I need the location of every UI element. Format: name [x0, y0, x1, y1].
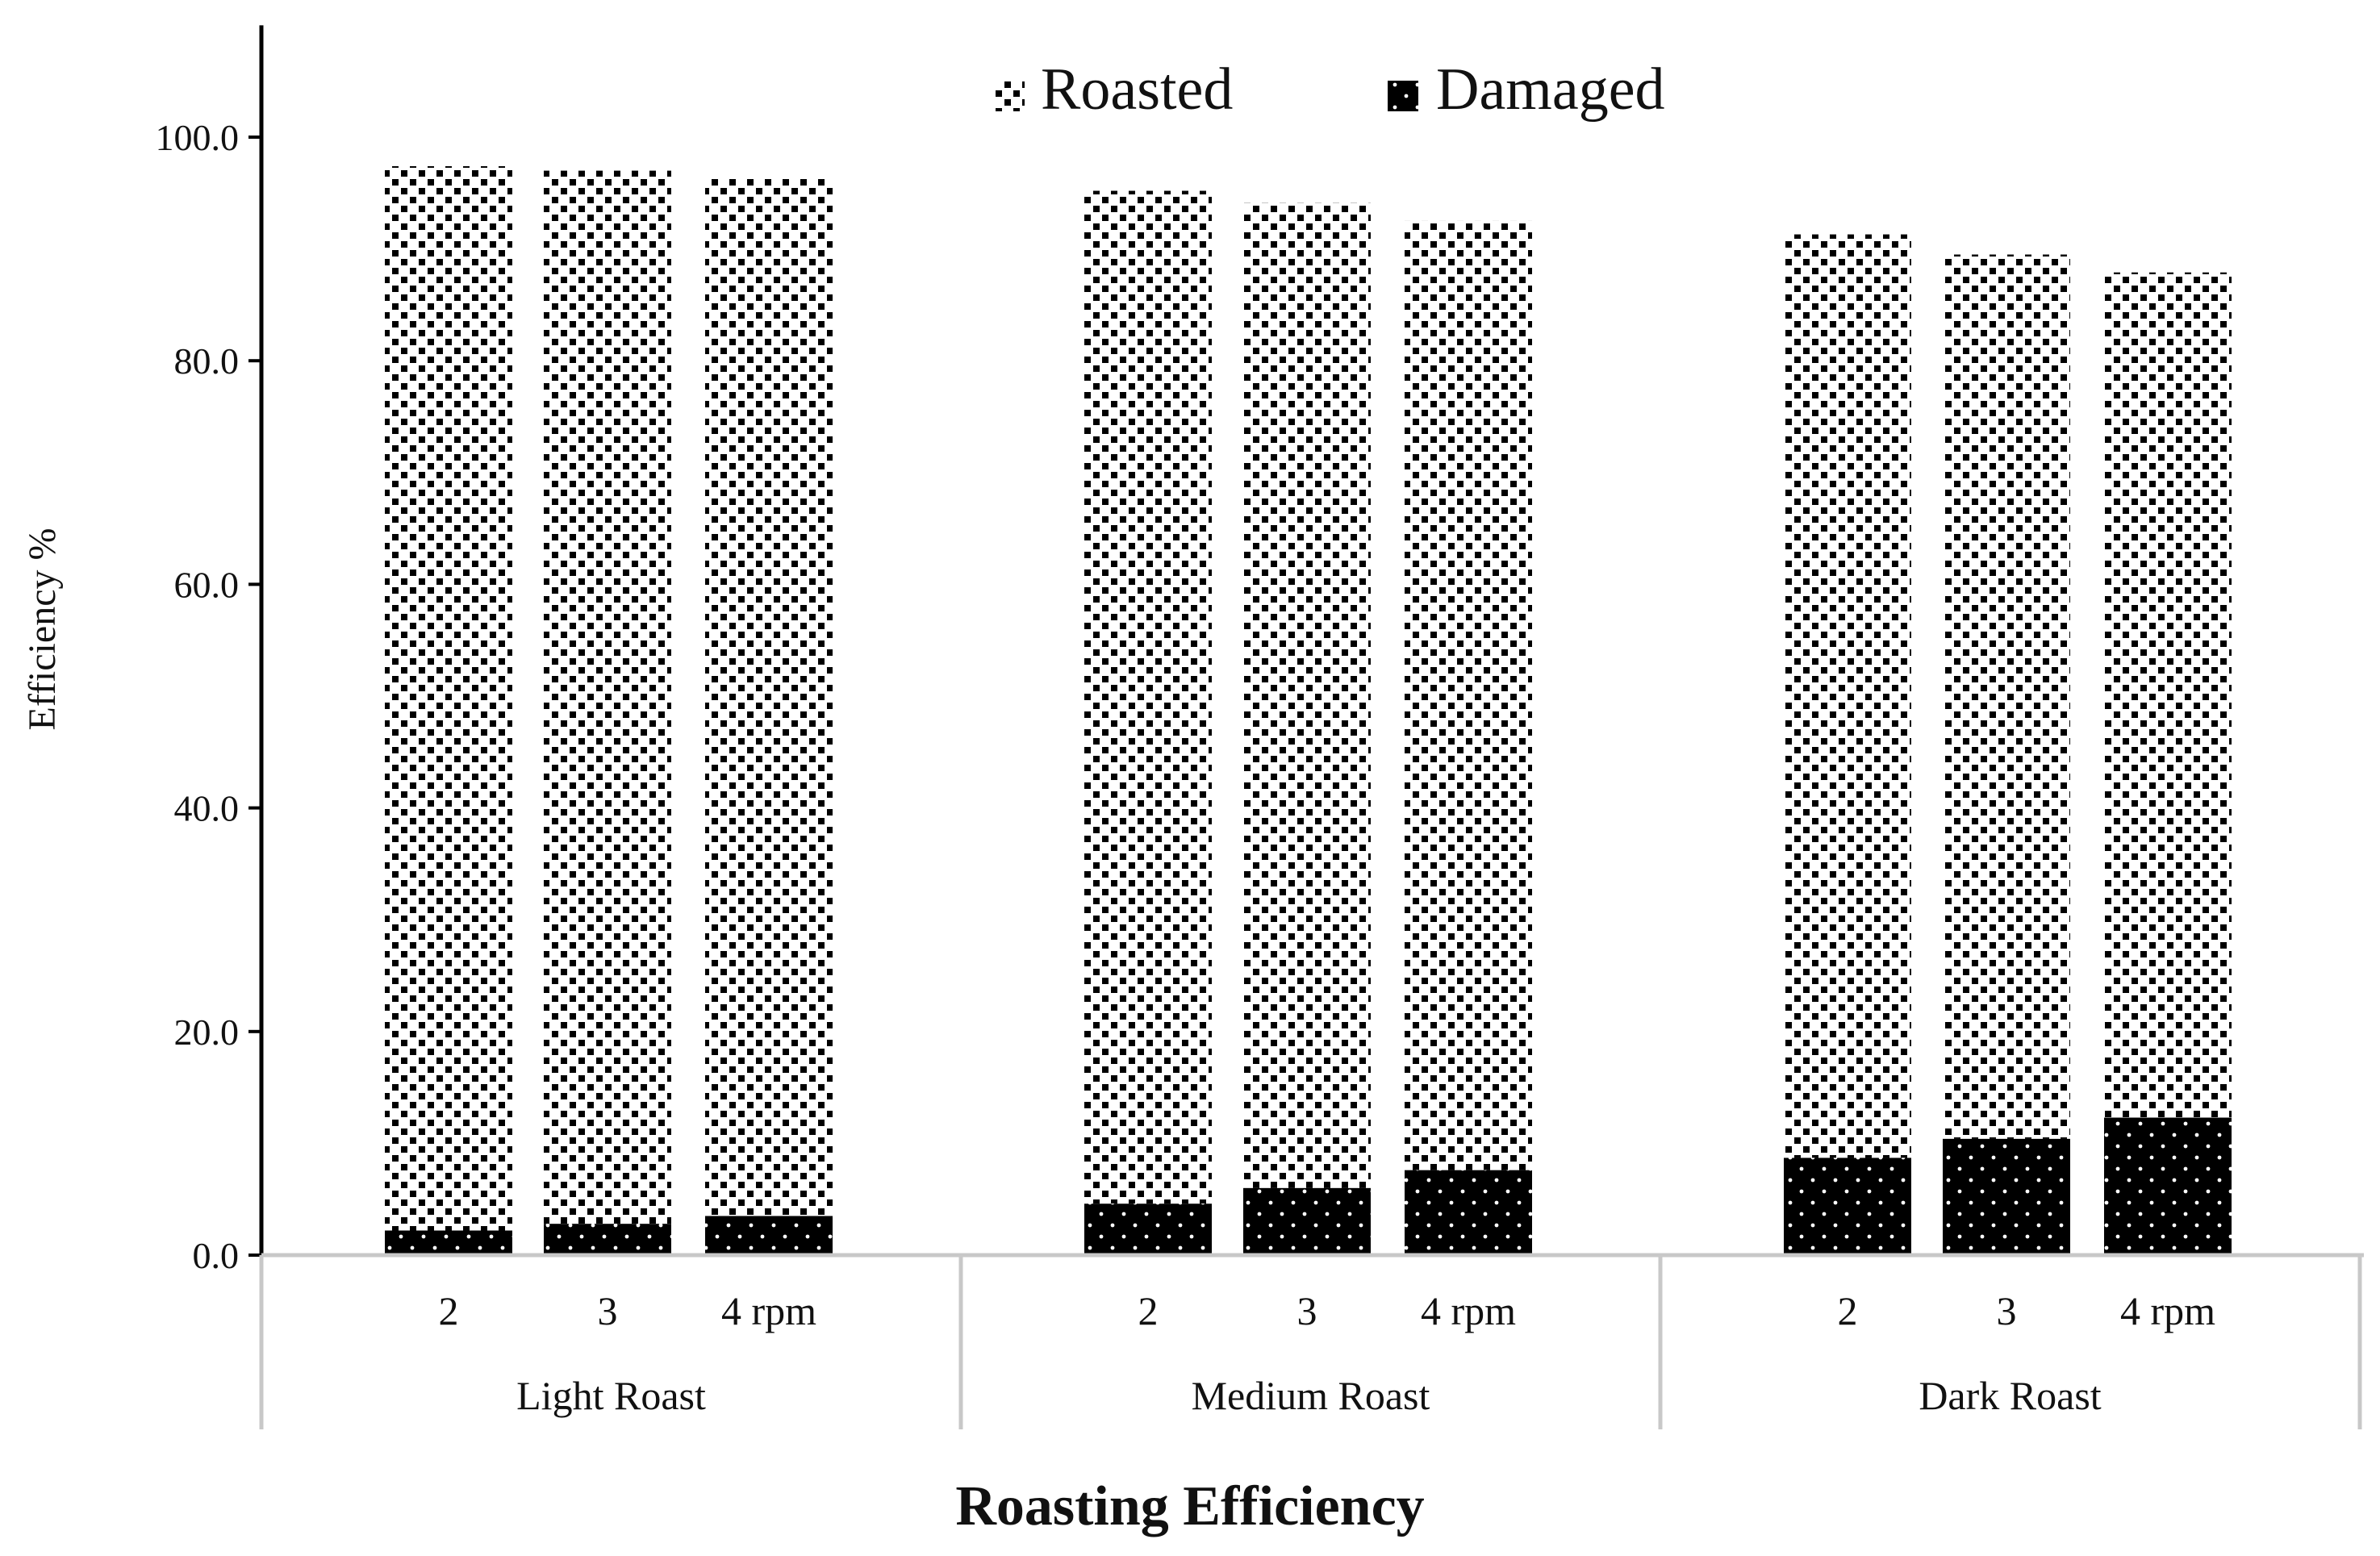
- bar-damaged[interactable]: [1084, 1204, 1212, 1255]
- y-tick-label: 100.0: [156, 117, 240, 158]
- x-group-label: Dark Roast: [1919, 1373, 2101, 1418]
- legend-label-damaged: Damaged: [1436, 56, 1665, 123]
- x-tick-label: 4 rpm: [1421, 1288, 1516, 1333]
- bar-roasted[interactable]: [1943, 254, 2070, 1139]
- legend-item-roasted[interactable]: Roasted: [994, 56, 1233, 123]
- x-tick-label: 3: [1297, 1288, 1317, 1333]
- bar-damaged[interactable]: [2104, 1117, 2232, 1255]
- y-axis: 0.0 20.0 40.0 60.0 80.0 100.0: [156, 25, 264, 1276]
- legend-swatch-roasted: [994, 81, 1025, 111]
- legend-swatch-damaged: [1388, 81, 1418, 111]
- y-tick-label: 80.0: [174, 340, 240, 382]
- x-tick-label: 3: [598, 1288, 618, 1333]
- bar-damaged[interactable]: [1943, 1138, 2070, 1255]
- y-axis-label: Efficiency %: [21, 528, 64, 731]
- x-tick-label: 3: [1997, 1288, 2017, 1333]
- y-tick-label: 40.0: [174, 788, 240, 829]
- bar-roasted[interactable]: [544, 170, 671, 1224]
- bar-roasted[interactable]: [1405, 220, 1532, 1170]
- y-tick-label: 60.0: [174, 564, 240, 605]
- bar-roasted[interactable]: [2104, 272, 2232, 1118]
- bar-damaged[interactable]: [385, 1230, 512, 1255]
- legend: Roasted Damaged: [994, 56, 1665, 123]
- bar-damaged[interactable]: [544, 1224, 671, 1255]
- y-tick-label: 0.0: [193, 1235, 240, 1276]
- x-tick-label: 2: [439, 1288, 459, 1333]
- bar-damaged[interactable]: [1405, 1170, 1532, 1255]
- legend-item-damaged[interactable]: Damaged: [1388, 56, 1665, 123]
- bar-roasted[interactable]: [705, 178, 833, 1216]
- x-group-label: Medium Roast: [1192, 1373, 1430, 1418]
- legend-label-roasted: Roasted: [1041, 56, 1233, 123]
- x-tick-label: 2: [1838, 1288, 1858, 1333]
- bar-roasted[interactable]: [1784, 234, 1911, 1158]
- bars: [385, 166, 2232, 1255]
- y-tick-label: 20.0: [174, 1012, 240, 1053]
- x-tick-label: 4 rpm: [721, 1288, 816, 1333]
- bar-damaged[interactable]: [1784, 1158, 1911, 1255]
- x-group-label: Light Roast: [516, 1373, 706, 1418]
- bar-damaged[interactable]: [1243, 1187, 1371, 1255]
- bar-roasted[interactable]: [1243, 202, 1371, 1188]
- bar-damaged[interactable]: [705, 1216, 833, 1255]
- x-tick-label: 2: [1138, 1288, 1159, 1333]
- bar-roasted[interactable]: [385, 166, 512, 1231]
- bar-roasted[interactable]: [1084, 190, 1212, 1204]
- x-axis-title: Roasting Efficiency: [955, 1475, 1424, 1537]
- x-axis: 2 3 4 rpm Light Roast 2 3 4 rpm Medium Roast 2 3 4…: [259, 1253, 2364, 1429]
- x-tick-label: 4 rpm: [2120, 1288, 2215, 1333]
